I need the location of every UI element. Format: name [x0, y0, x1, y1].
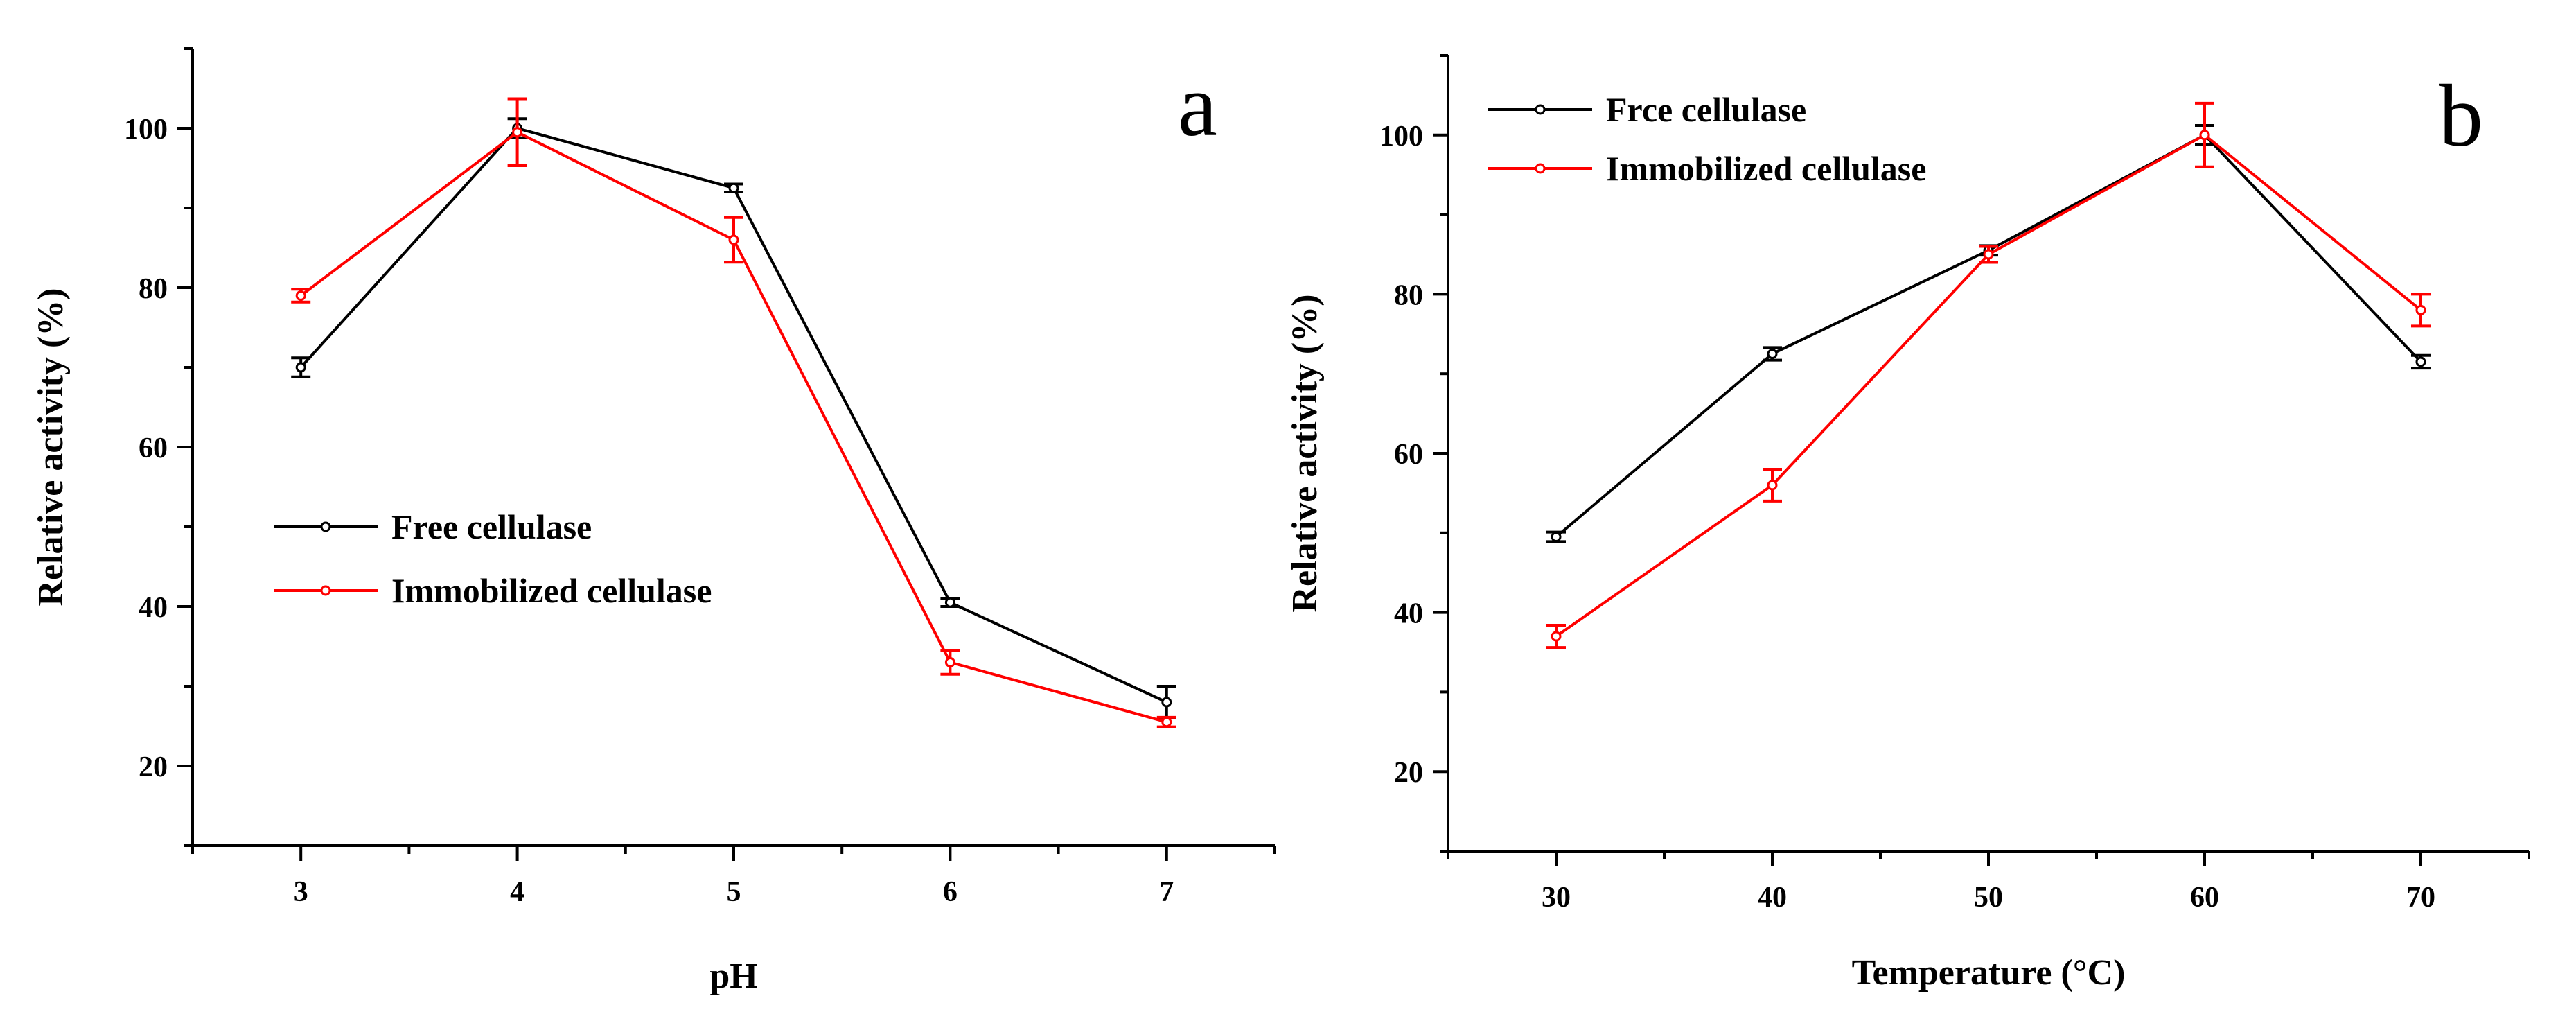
x-tick-label: 7 — [1159, 876, 1174, 908]
x-tick-label: 40 — [1758, 882, 1787, 914]
x-axis-title: pH — [709, 957, 757, 996]
y-tick-label: 100 — [124, 114, 168, 146]
data-point — [2415, 356, 2426, 367]
x-tick-label: 5 — [727, 876, 741, 908]
x-tick-label: 50 — [1974, 882, 2003, 914]
y-tick-label: 80 — [1394, 279, 1423, 311]
legend-entry: Immobilized cellulase — [391, 571, 712, 610]
legend-swatch-marker — [320, 585, 331, 596]
legend-swatch-marker — [1535, 104, 1546, 115]
data-point — [295, 290, 306, 301]
data-point — [1551, 631, 1562, 642]
legend-entry: Free cellulase — [391, 507, 592, 546]
data-point — [1767, 480, 1778, 491]
data-point — [944, 657, 955, 667]
y-tick-label: 40 — [1394, 598, 1423, 630]
data-point — [2199, 130, 2210, 141]
x-tick-label: 3 — [294, 876, 308, 908]
data-point — [728, 182, 739, 193]
series-line — [1555, 133, 2422, 638]
panel-letter: b — [2439, 67, 2483, 165]
x-axis-title: Temperature (°C) — [1852, 953, 2126, 993]
legend-swatch-marker — [1535, 163, 1546, 174]
data-point — [512, 127, 523, 138]
y-tick-label: 20 — [1394, 757, 1423, 789]
panel-letter: a — [1178, 56, 1217, 155]
data-point — [1551, 532, 1562, 543]
y-tick-label: 20 — [139, 751, 168, 783]
y-tick-label: 60 — [1394, 439, 1423, 471]
data-point — [1767, 349, 1778, 359]
data-point — [944, 597, 955, 608]
data-point — [1983, 249, 1994, 260]
series-line — [1555, 133, 2422, 539]
y-axis-title: Relative activity (%) — [31, 288, 71, 606]
x-tick-label: 70 — [2406, 882, 2435, 914]
data-point — [1161, 697, 1172, 708]
chart-panel-a: 20 40 60 80 100 3 4 5 6 7 pH Relative activity (%) a… — [31, 47, 1276, 996]
x-tick-label: 60 — [2190, 882, 2219, 914]
series-line — [299, 126, 1167, 704]
series-free-cellulase — [291, 117, 1176, 719]
chart-panel-b: 20 40 60 80 100 30 40 50 60 70 Temperature (°C) Rel… — [1285, 54, 2530, 993]
data-point — [728, 234, 739, 245]
legend-entry: Frce cellulase — [1606, 90, 1806, 129]
data-point — [2415, 304, 2426, 315]
y-tick-label: 40 — [139, 592, 168, 624]
series-free-cellulase — [1546, 124, 2431, 543]
y-tick-label: 100 — [1379, 121, 1423, 152]
legend-swatch-marker — [320, 521, 331, 532]
x-tick-label: 4 — [510, 876, 524, 908]
series-immobilized-cellulase — [291, 97, 1176, 728]
legend-entry: Immobilized cellulase — [1606, 149, 1926, 188]
series-immobilized-cellulase — [1546, 101, 2431, 649]
legend: Free cellulase Immobilized cellulase — [274, 507, 712, 610]
x-tick-label: 6 — [943, 876, 958, 908]
y-tick-label: 80 — [139, 273, 168, 305]
y-axis-title: Relative activity (%) — [1285, 294, 1325, 612]
y-tick-label: 60 — [139, 433, 168, 464]
x-tick-label: 30 — [1542, 882, 1571, 914]
data-point — [295, 362, 306, 373]
data-point — [1161, 717, 1172, 728]
legend: Frce cellulase Immobilized cellulase — [1488, 90, 1926, 188]
